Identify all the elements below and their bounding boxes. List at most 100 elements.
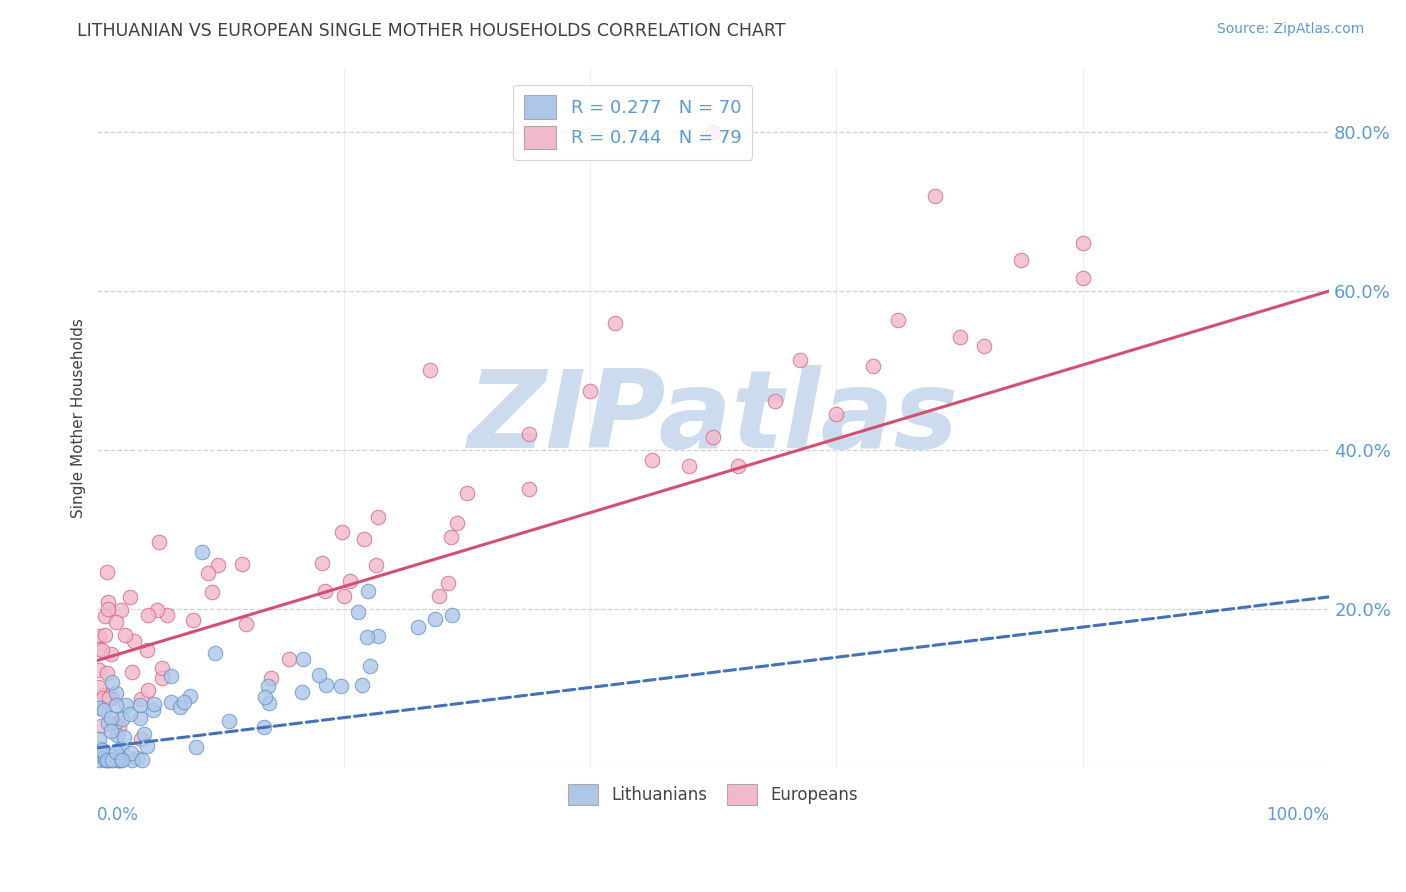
Text: Source: ZipAtlas.com: Source: ZipAtlas.com (1216, 22, 1364, 37)
Point (353, 532, 375, 546)
Point (201, 584, 224, 599)
Point (311, 556, 333, 570)
Point (446, 516, 468, 531)
Point (101, 753, 124, 767)
Point (727, 459, 749, 474)
Point (314, 584, 336, 599)
Point (169, 700, 191, 714)
Point (142, 697, 165, 711)
Point (87, 663, 110, 677)
Point (93, 703, 115, 717)
Point (91, 745, 114, 759)
Point (257, 697, 280, 711)
Point (93, 753, 115, 767)
Point (104, 715, 127, 730)
Point (129, 731, 152, 746)
Point (356, 630, 378, 644)
Point (93, 688, 115, 702)
Point (367, 629, 389, 643)
Point (96, 666, 118, 681)
Point (862, 359, 884, 374)
Point (104, 685, 127, 699)
Point (440, 530, 463, 544)
Point (973, 339, 995, 353)
Point (107, 749, 129, 764)
Point (179, 689, 201, 703)
Text: 100.0%: 100.0% (1267, 806, 1329, 824)
Point (89, 642, 111, 657)
Y-axis label: Single Mother Households: Single Mother Households (72, 318, 86, 518)
Point (146, 602, 169, 616)
Point (254, 690, 277, 704)
Point (1071, 236, 1094, 251)
Point (763, 394, 786, 409)
Point (101, 690, 124, 705)
Point (253, 720, 276, 734)
Point (105, 745, 128, 759)
Point (191, 544, 214, 558)
Point (135, 642, 157, 657)
Point (641, 453, 664, 467)
Point (427, 589, 450, 603)
Point (579, 384, 602, 398)
Point (148, 535, 170, 549)
Point (96, 753, 118, 767)
Point (517, 427, 540, 442)
Point (96, 565, 118, 579)
Point (120, 746, 142, 760)
Point (702, 125, 724, 139)
Point (173, 695, 195, 709)
Point (456, 486, 478, 500)
Text: ZIPatlas: ZIPatlas (468, 365, 959, 471)
Point (87, 680, 110, 694)
Point (1071, 271, 1094, 285)
Point (89, 701, 111, 715)
Point (94, 627, 117, 641)
Point (100, 753, 122, 767)
Point (136, 607, 159, 622)
Point (291, 685, 314, 699)
Point (125, 751, 148, 765)
Point (129, 691, 152, 706)
Point (100, 724, 122, 739)
Point (96, 753, 118, 767)
Point (87, 629, 110, 643)
Point (136, 739, 159, 754)
Point (136, 682, 159, 697)
Point (89, 753, 111, 767)
Point (98, 691, 121, 706)
Point (367, 510, 389, 524)
Point (256, 679, 278, 693)
Point (330, 525, 353, 540)
Point (104, 698, 127, 712)
Point (949, 330, 972, 344)
Point (94, 750, 117, 764)
Point (100, 710, 122, 724)
Point (160, 695, 183, 709)
Point (107, 753, 129, 767)
Point (204, 646, 226, 660)
Point (406, 619, 429, 633)
Point (105, 615, 128, 630)
Point (235, 617, 257, 632)
Point (517, 482, 540, 496)
Point (789, 353, 811, 368)
Point (129, 698, 152, 712)
Point (111, 712, 134, 726)
Point (114, 698, 136, 712)
Point (89, 719, 111, 733)
Point (110, 603, 132, 617)
Point (97, 601, 120, 615)
Point (329, 679, 352, 693)
Text: LITHUANIAN VS EUROPEAN SINGLE MOTHER HOUSEHOLDS CORRELATION CHART: LITHUANIAN VS EUROPEAN SINGLE MOTHER HOU… (77, 22, 786, 40)
Point (108, 753, 131, 767)
Point (278, 652, 301, 666)
Point (91, 744, 114, 758)
Point (97, 715, 120, 730)
Point (346, 606, 368, 620)
Point (150, 671, 173, 685)
Point (97, 595, 120, 609)
Point (308, 668, 330, 682)
Point (440, 608, 463, 623)
Point (90, 743, 112, 757)
